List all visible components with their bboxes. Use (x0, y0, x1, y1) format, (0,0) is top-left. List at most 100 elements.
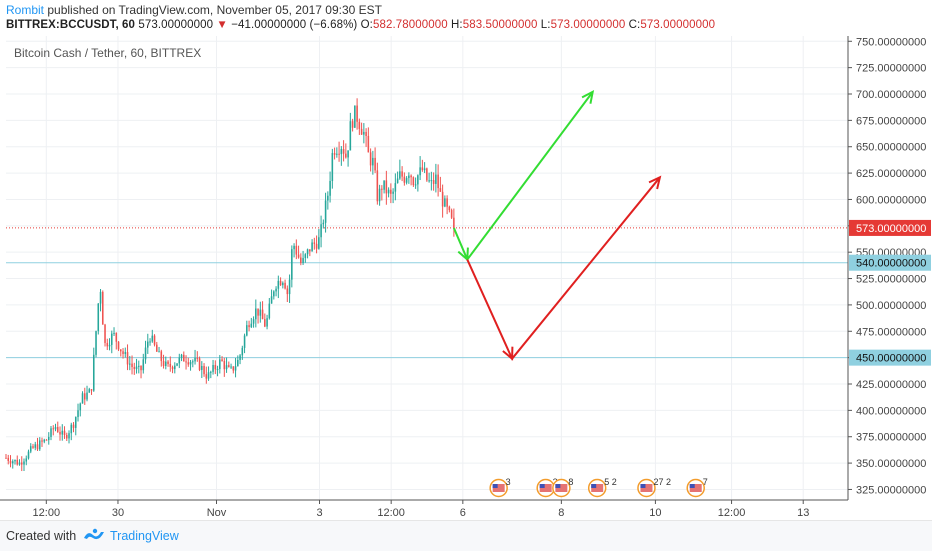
created-with-text: Created with (6, 529, 77, 543)
candle-body (140, 365, 142, 371)
candle-body (25, 458, 28, 462)
price-tick-label: 475.00000000 (856, 326, 926, 338)
candle-body (439, 188, 442, 192)
event-count-label: 5 2 (604, 477, 617, 487)
candle-body (185, 361, 187, 363)
flag-canton-icon (539, 484, 545, 488)
candle-body (347, 150, 349, 158)
candle-body (288, 279, 291, 295)
candle-body (394, 183, 397, 192)
candle-body (241, 347, 244, 356)
candle-body (363, 131, 365, 135)
economic-event-marker[interactable]: 5 2 (587, 477, 617, 498)
level-price-tag-background (849, 254, 931, 271)
candle-body (304, 254, 307, 259)
candle-body (216, 369, 219, 371)
level-price-tag: 540.00000000 (856, 258, 926, 270)
high-value: 583.50000000 (462, 19, 538, 31)
candle-body (295, 245, 298, 255)
candle-body (340, 149, 343, 155)
candle-body (234, 366, 237, 371)
candle-body (356, 105, 358, 122)
candle-body (7, 457, 10, 461)
candle-body (412, 177, 415, 186)
candle-body (324, 200, 327, 223)
candle-body (441, 191, 444, 207)
economic-event-marker[interactable]: 8 (552, 477, 574, 498)
candle-body (453, 217, 455, 228)
candle-body (178, 357, 181, 364)
candle-body (61, 430, 64, 435)
chart-title: Bitcoin Cash / Tether, 60, BITTREX (14, 46, 201, 60)
candle-body (56, 426, 59, 432)
candle-body (92, 354, 95, 391)
candle-body (63, 430, 66, 435)
candle-body (396, 178, 399, 184)
price-chart[interactable]: 3285 227 27 325.00000000350.00000000375.… (0, 0, 932, 520)
candle-body (428, 180, 430, 182)
candle-body (41, 440, 43, 442)
tradingview-logo-icon[interactable] (82, 527, 106, 543)
candle-body (180, 354, 183, 358)
event-count-label: 8 (568, 477, 573, 487)
flag-stripes-icon (640, 484, 653, 492)
projection-arrows (452, 90, 662, 361)
time-tick-label: 12:00 (377, 507, 405, 519)
candle-body (171, 366, 174, 370)
price-tick-label: 750.00000000 (856, 36, 926, 48)
candle-body (207, 372, 210, 379)
candle-body (72, 424, 75, 428)
economic-event-marker[interactable]: 3 (489, 477, 511, 498)
candle-body (360, 128, 363, 135)
candle-body (99, 291, 102, 304)
candle-body (313, 242, 316, 244)
candle-body (50, 428, 52, 437)
candle-body (70, 424, 73, 434)
time-axis[interactable]: 12:00 30 Nov 3 12:00 6 8 10 12:00 13 (0, 499, 848, 519)
candle-body (351, 121, 354, 128)
candle-body (167, 361, 169, 364)
candle-body (196, 357, 199, 359)
flag-canton-icon (555, 484, 561, 488)
candle-body (95, 331, 97, 355)
candle-body (365, 131, 367, 136)
tradingview-link[interactable]: TradingView (110, 529, 179, 543)
arrow-head-icon (581, 90, 595, 104)
candle-body (437, 174, 439, 189)
candle-body (248, 325, 250, 328)
candle-body (297, 254, 300, 258)
candle-body (32, 446, 34, 448)
author-link[interactable]: Rombit (6, 3, 45, 17)
price-axis[interactable]: 325.00000000 350.00000000 375.00000000 400.… (847, 36, 931, 500)
candle-body (47, 436, 50, 441)
economic-event-marker[interactable]: 7 (686, 477, 708, 498)
flag-canton-icon (492, 484, 498, 488)
candle-body (284, 282, 286, 289)
candle-body (133, 366, 136, 370)
candle-body (158, 351, 160, 353)
event-markers: 3285 227 27 (489, 477, 708, 498)
candle-body (203, 366, 205, 375)
time-tick-label: 6 (460, 507, 466, 519)
chart-background (0, 36, 932, 520)
candle-body (354, 105, 356, 128)
economic-event-marker[interactable]: 27 2 (637, 477, 671, 498)
candle-body (20, 462, 23, 465)
candle-body (27, 451, 30, 459)
candle-body (97, 303, 100, 332)
flag-canton-icon (689, 484, 695, 488)
candle-body (383, 180, 385, 190)
candle-body (43, 439, 46, 442)
candle-body (156, 344, 158, 352)
candle-body (342, 149, 345, 154)
candle-body (212, 365, 214, 372)
candle-body (239, 355, 241, 360)
candle-body (198, 358, 201, 370)
price-tick-label: 425.00000000 (856, 379, 926, 391)
event-count-label: 3 (506, 477, 511, 487)
candle-body (252, 319, 255, 324)
candle-body (315, 243, 318, 249)
price-tick-label: 325.00000000 (856, 484, 926, 496)
candle-body (52, 428, 55, 430)
candle-body (11, 461, 14, 464)
